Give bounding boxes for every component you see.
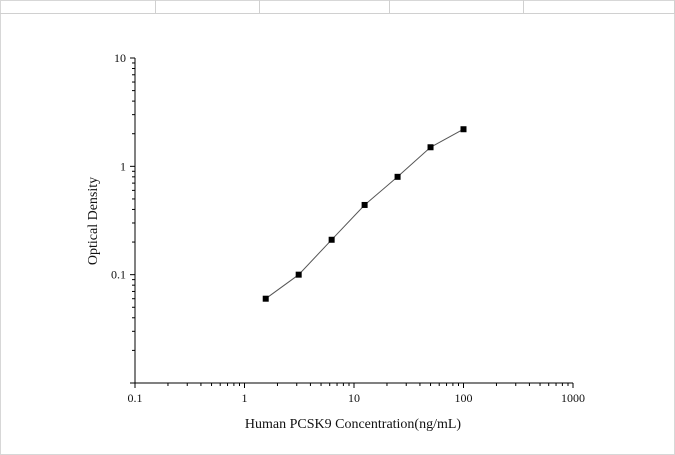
y-tick-label: 1 (120, 159, 126, 173)
data-point (262, 295, 269, 302)
data-point (328, 236, 335, 243)
series-line (265, 128, 464, 300)
table-cell (0, 0, 156, 14)
x-tick-label: 1000 (561, 391, 585, 405)
data-point (427, 144, 434, 151)
series (262, 126, 467, 302)
data-point (361, 201, 368, 208)
data-point (295, 271, 302, 278)
x-tick-label: 10 (348, 391, 360, 405)
data-point (460, 126, 467, 133)
x-tick-label: 1 (242, 391, 248, 405)
y-tick-label: 0.1 (111, 268, 126, 282)
y-tick-label: 10 (114, 51, 126, 65)
x-axis-title: Human PCSK9 Concentration(ng/mL) (245, 417, 462, 432)
data-point (394, 173, 401, 180)
axes (134, 58, 573, 384)
table-cell (390, 0, 524, 14)
x-tick-label: 100 (455, 391, 473, 405)
table-strip (0, 0, 675, 14)
table-cell (156, 0, 260, 14)
y-axis-title: Optical Density (86, 177, 101, 265)
ticks: 0.1 1 10 100 1000 0.1 1 10 (111, 51, 585, 405)
table-cell (260, 0, 390, 14)
x-tick-label: 0.1 (128, 391, 143, 405)
